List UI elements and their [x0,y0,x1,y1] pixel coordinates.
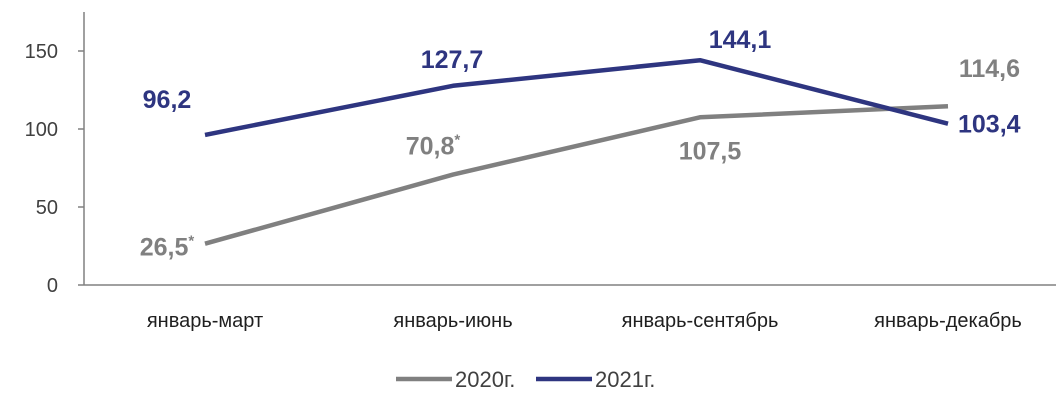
data-label-footnote-mark: * [188,233,194,250]
data-label-value: 70,8 [406,133,455,161]
data-label-value: 127,7 [421,46,484,74]
y-tick-label: 50 [36,197,58,219]
data-label-value: 144,1 [709,26,772,54]
x-category-label: январь-сентябрь [622,310,779,332]
category-labels: январь-март январь-июнь январь-сентябрь янв… [147,310,1022,332]
data-label: 127,7 [421,46,484,74]
y-tick-label: 0 [47,275,58,297]
series-line-0 [204,103,949,246]
data-label: 96,2 [143,86,192,114]
axes [83,12,1056,286]
series-lines [204,57,949,246]
data-label: 70,8* [406,132,461,161]
x-category-label: январь-март [147,310,263,332]
data-label-value: 103,4 [958,111,1021,139]
series-line-1 [204,57,949,138]
y-tick-label: 150 [25,41,58,63]
data-label-footnote-mark: * [454,132,460,149]
data-label: 26,5* [140,233,195,262]
data-label-value: 107,5 [679,137,742,165]
legend-label-1: 2021г. [595,367,655,389]
legend-label-0: 2020г. [455,367,515,389]
x-category-label: январь-декабрь [874,310,1022,332]
data-label: 107,5 [679,137,742,165]
data-label-value: 114,6 [959,55,1020,83]
data-label-value: 26,5 [140,234,189,262]
data-label-value: 96,2 [143,86,192,114]
x-category-label: январь-июнь [393,310,512,332]
legend: 2020г. 2021г. [396,367,655,392]
y-tick-label: 100 [25,119,58,141]
data-label: 103,4 [958,111,1021,139]
data-label: 114,6 [959,55,1020,83]
data-label: 144,1 [709,26,772,54]
y-tick-labels: 0 50 100 150 [25,41,84,297]
